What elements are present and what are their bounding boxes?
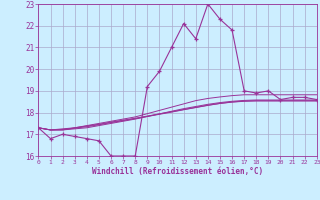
X-axis label: Windchill (Refroidissement éolien,°C): Windchill (Refroidissement éolien,°C): [92, 167, 263, 176]
